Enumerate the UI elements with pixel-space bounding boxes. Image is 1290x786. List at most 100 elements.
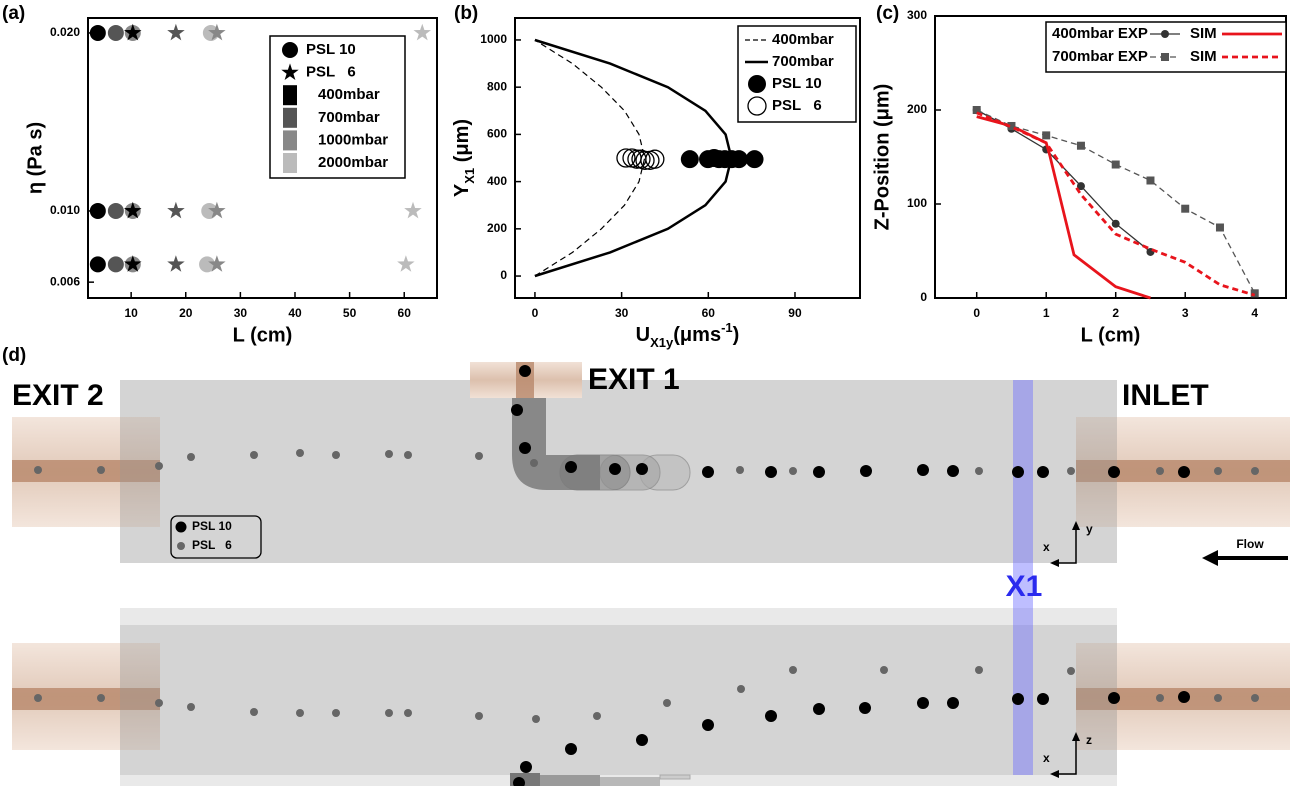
y-tick-label: 0.020 (50, 25, 80, 39)
particle-psl6 (187, 703, 195, 711)
legend-swatch (283, 107, 297, 128)
marker (748, 75, 766, 93)
axis-label-part: -1 (721, 320, 733, 335)
y-tick-label: 0.006 (50, 274, 80, 288)
axis-label-part: (μm) (451, 119, 473, 168)
marker (167, 201, 185, 219)
particle-psl10 (1108, 466, 1120, 478)
y-tick-label: 600 (487, 127, 507, 141)
axis-z: z (1086, 733, 1092, 747)
panel-label: (c) (876, 3, 899, 24)
y-tick-label: 100 (907, 196, 927, 210)
chart: 10 20 30 40 50 60 0.006 0.010 0.020 L (cm) η (Pa s… (24, 17, 438, 346)
marker (729, 150, 748, 169)
marker (616, 148, 636, 168)
particle-psl6 (332, 451, 340, 459)
x-tick-label: 60 (702, 306, 716, 320)
axis-label-part: U (636, 324, 650, 346)
particle-psl10 (609, 463, 621, 475)
particle-psl10 (859, 702, 871, 714)
x-tick-label: 60 (398, 306, 412, 320)
series-line (976, 111, 1256, 297)
x-tick-label: 30 (615, 306, 629, 320)
particle-psl10 (947, 465, 959, 477)
legend-swatch (283, 85, 297, 106)
joint (120, 417, 160, 527)
y-tick-label: 0 (500, 268, 507, 282)
x-tick-label: 0 (973, 306, 980, 320)
marker (1111, 160, 1120, 169)
axis-label: Z-Position (μm) (871, 84, 893, 231)
particle-psl10 (519, 365, 531, 377)
y-tick-label: 200 (487, 221, 507, 235)
tube-core (12, 688, 160, 710)
chart: 0 1 2 3 4 0 100 200 300 L (cm) Z-Position (μm) 400m… (871, 8, 1287, 346)
particle-psl6 (593, 712, 601, 720)
y-tick-label: 400 (487, 174, 507, 188)
channel-bottom (120, 625, 1117, 775)
particle-psl10 (1012, 466, 1024, 478)
particle-psl10 (513, 777, 525, 786)
particle-psl10 (702, 466, 714, 478)
axes-bottom (1056, 738, 1077, 775)
legend-label: 2000mbar (318, 154, 388, 171)
legend-label: 700mbar EXP (1052, 48, 1148, 65)
legend-box (737, 25, 857, 123)
marker (124, 201, 142, 219)
particle-psl6 (1156, 694, 1164, 702)
particle-psl6 (1067, 467, 1075, 475)
x-tick-label: 20 (179, 306, 193, 320)
particle-psl10 (917, 697, 929, 709)
marker (1161, 30, 1169, 38)
marker (635, 150, 655, 171)
x-tick-label: 40 (288, 306, 302, 320)
x-tick-label: 1 (1043, 306, 1050, 320)
marker (89, 24, 106, 41)
y-tick-label: 200 (907, 102, 927, 116)
axis-x: x (1043, 540, 1050, 554)
marker (745, 150, 764, 169)
marker (1076, 182, 1085, 191)
y-tick-label: 1000 (480, 32, 507, 46)
marker (107, 24, 124, 41)
particle-psl6 (250, 708, 258, 716)
particle-psl6 (475, 712, 483, 720)
particle-psl6 (250, 451, 258, 459)
label-x1: X1 (1006, 570, 1043, 603)
marker (124, 23, 142, 41)
panel-label: (b) (454, 3, 478, 24)
particle-psl6 (187, 453, 195, 461)
particle-psl10 (813, 703, 825, 715)
axis-label: η (Pa s) (24, 122, 46, 194)
particle-psl10 (947, 697, 959, 709)
marker (208, 255, 226, 272)
arrowhead (1072, 732, 1080, 741)
marker (281, 63, 299, 80)
marker (1111, 219, 1120, 228)
plot-frame (934, 15, 1287, 299)
marker (1007, 121, 1016, 130)
legend-box (170, 515, 262, 559)
particle-psl10 (813, 466, 825, 478)
particle-psl6 (736, 466, 744, 474)
particle-psl6 (34, 466, 42, 474)
x-tick-label: 10 (124, 306, 138, 320)
particle-psl6 (385, 450, 393, 458)
marker (282, 42, 298, 58)
axis-label: L (cm) (1081, 324, 1141, 346)
x-tick-label: 2 (1112, 306, 1119, 320)
axis-label-part: X1y (650, 335, 674, 350)
particle-psl6 (532, 715, 540, 723)
particle-psl6 (296, 709, 304, 717)
marker (167, 255, 185, 272)
axis-label: L (cm) (233, 324, 293, 346)
particle-psl6 (789, 467, 797, 475)
label-exit2: EXIT 2 (12, 379, 104, 412)
y-tick-label: 800 (487, 79, 507, 93)
legend-label: 400mbar (772, 31, 834, 48)
legend-label: 400mbar (318, 86, 380, 103)
series-line (976, 109, 1256, 294)
y-tick-label: 0.010 (50, 203, 80, 217)
